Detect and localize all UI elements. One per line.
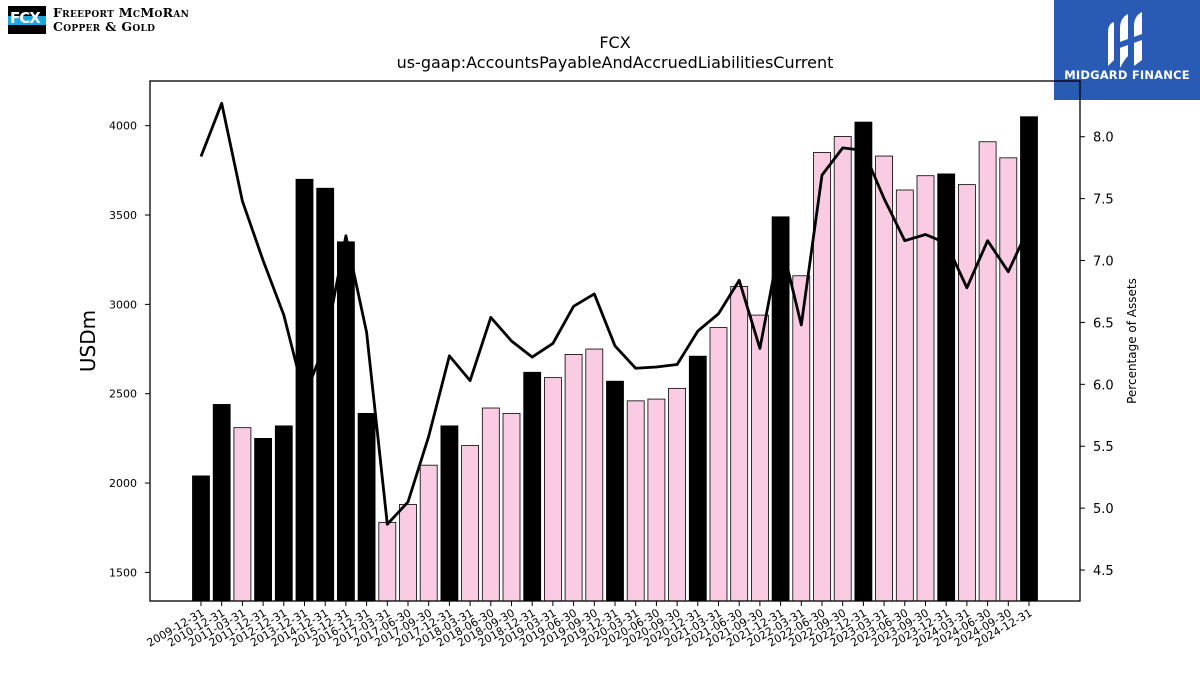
y-tick-label: 1500 [109,566,137,579]
chart-title: FCX [599,33,630,52]
company-name: Freeport McMoRan Copper & Gold [53,6,189,34]
bar-2022-09-30 [833,135,852,602]
bar-2020-09-30 [668,387,686,602]
bar-2023-06-30 [895,189,914,602]
company-name-line1: Freeport McMoRan [53,5,190,20]
y2-tick-label: 5.0 [1093,502,1114,517]
bar-2011-12-31 [254,437,273,602]
bars-group [192,116,1038,602]
bar-2022-12-31 [854,121,873,602]
bar-2021-06-30 [730,286,749,602]
y2-tick-label: 4.5 [1093,564,1114,579]
bar-2017-12-31 [440,425,459,602]
y-tick-label: 2000 [109,477,137,490]
bar-2017-03-31 [378,521,397,602]
bar-2015-12-31 [336,241,355,602]
bar-2020-03-31 [626,400,645,602]
bar-2021-09-30 [751,314,769,602]
bar-2024-03-31 [958,184,976,602]
chart-subtitle: us-gaap:AccountsPayableAndAccruedLiabili… [397,53,834,72]
bar-2018-12-31 [523,371,542,602]
bar-2017-06-30 [399,504,417,602]
midgard-finance-logo: MIDGARD FINANCE [1054,0,1200,100]
bar-2009-12-31 [192,475,210,602]
y-tick-label: 3000 [109,298,137,311]
bar-2018-03-31 [461,445,480,602]
bar-2020-12-31 [688,355,707,602]
bar-2010-12-31 [212,404,231,602]
fcx-logo-mark: FCX [8,6,46,34]
y2-tick-label: 8.0 [1093,131,1114,146]
bar-2024-06-30 [978,141,997,602]
bar-2014-12-31 [316,187,335,602]
bar-2024-12-31 [1020,116,1038,602]
bar-2023-03-31 [875,155,893,602]
midgard-brand-text: MIDGARD FINANCE [1064,68,1190,82]
freeport-mcmoran-logo: FCX Freeport McMoRan Copper & Gold [8,6,238,36]
bar-2018-06-30 [481,407,500,602]
bar-2019-09-30 [585,348,604,602]
left-axis-ticks: 1500 2000 2500 3000 3500 4000 [109,120,150,579]
bar-2017-09-30 [419,464,438,602]
y2-tick-label: 7.5 [1093,193,1114,208]
bar-2012-12-31 [274,425,293,602]
bar-2019-12-31 [606,380,624,602]
bar-2023-09-30 [916,175,935,602]
y-tick-label: 3500 [109,209,137,222]
bar-2023-12-31 [937,173,956,602]
bar-2016-12-31 [357,412,376,602]
y-tick-label: 4000 [109,120,137,133]
y-tick-label: 2500 [109,388,137,401]
y-axis-label: USDm [76,310,100,372]
bar-2024-09-30 [999,157,1018,602]
bar-2018-09-30 [502,412,521,602]
percentage-of-assets-line [199,101,1031,526]
y2-tick-label: 6.0 [1093,378,1114,393]
y2-tick-label: 7.0 [1093,255,1114,270]
y2-axis-label: Percentage of Assets [1125,278,1139,404]
bar-2021-03-31 [709,327,728,602]
bar-2011-03-31 [233,427,252,602]
midgard-emblem-icon [1108,12,1142,68]
bar-2019-03-31 [544,377,562,602]
bar-2013-12-31 [295,178,314,602]
bar-2020-06-30 [647,398,666,602]
y2-tick-label: 5.5 [1093,440,1114,455]
company-name-line2: Copper & Gold [53,19,156,34]
y2-tick-label: 6.5 [1093,316,1114,331]
x-axis-ticks: 2009-12-312010-12-312011-03-312011-12-31… [145,601,1035,650]
bar-2019-06-30 [564,353,583,602]
right-axis-ticks: 4.5 5.0 5.5 6.0 6.5 7.0 7.5 8.0 [1080,131,1114,579]
